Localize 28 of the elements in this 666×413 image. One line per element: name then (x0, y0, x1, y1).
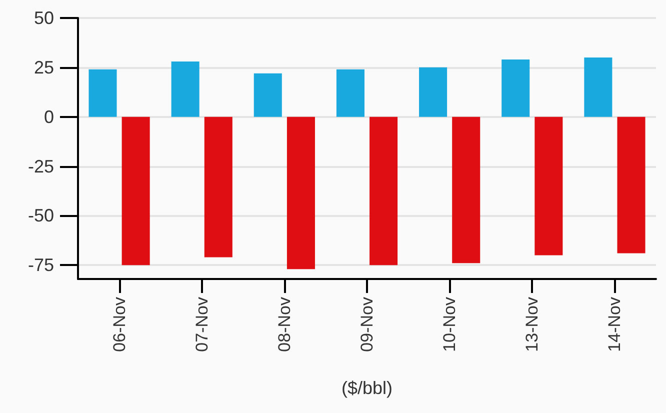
y-tick-label: -25 (28, 156, 54, 176)
x-tick-label: 06-Nov (110, 296, 129, 352)
y-tick-label: 0 (44, 106, 54, 127)
bar (336, 69, 364, 117)
bar (617, 116, 646, 254)
x-tick-label: 08-Nov (274, 296, 294, 352)
x-tick-label: 10-Nov (440, 296, 460, 352)
x-axis-title: ($/bbl) (341, 378, 393, 398)
y-tick-label: -50 (28, 206, 54, 226)
x-tick-label: 14-Nov (605, 296, 624, 352)
bar (370, 116, 398, 266)
y-tick-label: 25 (34, 57, 54, 78)
bar (502, 60, 530, 117)
x-tick-label: 09-Nov (358, 296, 376, 352)
bar (122, 116, 150, 266)
bar (171, 62, 200, 117)
y-tick-label: -75 (28, 255, 54, 276)
bar (204, 116, 232, 258)
bar (254, 73, 282, 117)
bar (584, 58, 612, 117)
x-tick-label: 07-Nov (192, 296, 212, 352)
bar (88, 69, 117, 117)
x-tick-label: 13-Nov (522, 296, 542, 352)
bar (286, 116, 315, 270)
bar (452, 116, 480, 264)
bar (419, 67, 448, 117)
y-tick-label: 50 (34, 8, 54, 28)
bar (534, 116, 563, 256)
